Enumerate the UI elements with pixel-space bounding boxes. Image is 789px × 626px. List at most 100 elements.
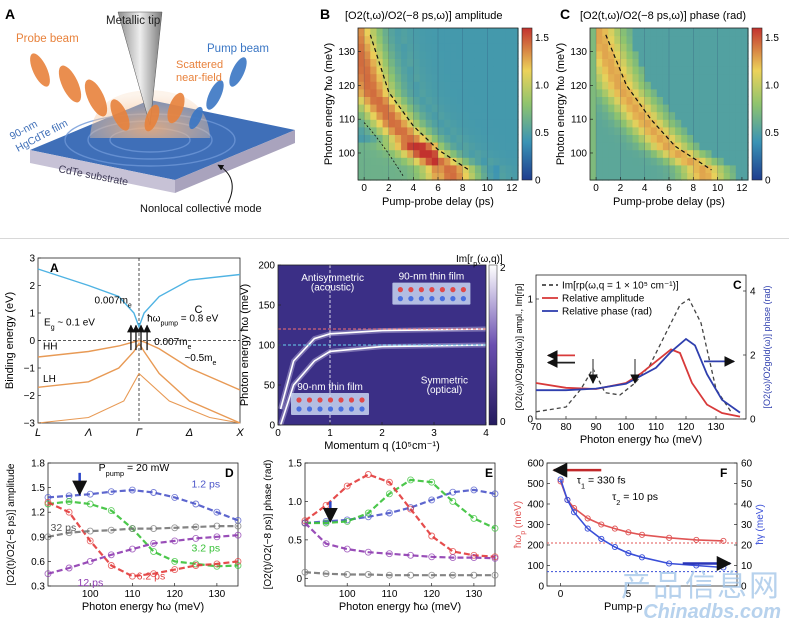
heatmap-cell (401, 119, 408, 128)
heatmap-cell (438, 28, 445, 37)
heatmap-cell (693, 142, 700, 151)
heatmap-cell (474, 58, 482, 67)
heatmap-cell (650, 96, 658, 105)
heatmap-cell (741, 149, 749, 158)
heatmap-cell (644, 149, 652, 158)
spectra-panel: C 70 80 90 100 110 120 130 0 1 0 2 4 Photon energy ħ… (514, 274, 772, 446)
heatmap-cell (413, 43, 421, 52)
heatmap-cell (511, 96, 519, 105)
heatmap-cell (693, 111, 700, 120)
heatmap-cell (650, 172, 658, 181)
heatmap-cell (669, 164, 676, 173)
heatmap-cell (711, 73, 719, 82)
heatmap-cell (450, 172, 458, 181)
delay-label: 1.2 ps (192, 479, 221, 491)
heatmap-cell (370, 81, 378, 90)
heatmap-cell (468, 81, 476, 90)
heatmap-cell (608, 96, 615, 105)
heatmap-cell (602, 50, 609, 59)
heatmap-cell (487, 142, 494, 151)
heatmap-cell (511, 157, 519, 166)
data-point (150, 489, 158, 496)
heatmap-cell (614, 73, 621, 82)
band-y-tick-label: −1 (24, 364, 36, 375)
film-charge (397, 287, 403, 293)
kinetic-point (584, 515, 591, 522)
heatmap-cell (431, 28, 439, 37)
data-point (65, 529, 73, 537)
kinetics-left-tick-label: 100 (527, 561, 544, 572)
kinetic-point (693, 536, 700, 543)
spectra-x-tick-label: 80 (560, 422, 572, 433)
heatmap-cell (662, 43, 670, 52)
heatmap-cell (662, 142, 670, 151)
heatmap-cell (376, 73, 384, 82)
data-point (213, 533, 221, 541)
film-charge (348, 406, 355, 412)
kinetic-point (598, 535, 605, 542)
heatmap-cell (656, 81, 664, 90)
heatmap-cell (614, 35, 621, 44)
heatmap-cell (675, 134, 682, 143)
film-charge (429, 296, 435, 302)
film-charge (317, 397, 323, 403)
heatmap-cell (662, 164, 670, 173)
heatmap-cell (699, 172, 707, 181)
heatmap-cell (444, 172, 451, 181)
dispersion-x-tick-label: 3 (431, 428, 437, 439)
data-point (470, 554, 478, 562)
heatmap-cell (481, 28, 488, 37)
heatmap-cell (626, 111, 634, 120)
kinetics-right-tick-label: 20 (741, 541, 753, 552)
heatmap-cell (741, 157, 749, 166)
heatmap-cell (687, 28, 694, 37)
scatter-xlabel: Photon energy ħω (meV) (339, 601, 461, 613)
heatmap-cell (505, 157, 513, 166)
heatmap-cell (602, 96, 609, 105)
heatmap-cell (638, 35, 646, 44)
kinetic-point (666, 560, 673, 567)
heatmap-cell (364, 28, 371, 37)
heatmap-cell (487, 28, 494, 37)
heatmap-x-tick-label: 8 (691, 183, 697, 194)
heatmap-cell (608, 50, 615, 59)
heatmap-cell (388, 126, 396, 135)
data-point (192, 523, 200, 531)
heatmap-cell (596, 88, 603, 97)
heatmap-cell (735, 88, 743, 97)
heatmap-cell (687, 50, 694, 59)
heatmap-cell (693, 50, 700, 59)
heatmap-cell (723, 104, 731, 113)
heatmap-cell (741, 119, 749, 128)
heatmap-cell (425, 142, 433, 151)
heatmap-cell (590, 88, 597, 97)
heatmap-cell (487, 126, 494, 135)
pump-power-label: Ppump = 20 mW (99, 462, 170, 478)
heatmap-cell (602, 172, 609, 181)
heatmap-cell (493, 58, 501, 67)
heatmap-cell (462, 142, 470, 151)
heatmap-cell (376, 58, 384, 67)
heatmap-cell (705, 73, 713, 82)
heatmap-cell (425, 134, 433, 143)
heatmap-cell (675, 172, 682, 181)
heatmap-cell (511, 58, 519, 67)
data-point (322, 501, 330, 509)
heatmap-cell (590, 81, 597, 90)
heatmap-cell (741, 172, 749, 181)
scatter-x-tick-label: 120 (166, 589, 183, 600)
heatmap-cell (493, 111, 501, 120)
heatmap-cell (419, 58, 427, 67)
band-x-tick-label: Δ (185, 427, 193, 439)
heatmap-cell (419, 134, 427, 143)
heatmap-cell (425, 66, 433, 75)
heatmap-cell (450, 96, 458, 105)
spectra-left-tick-label: 1 (527, 295, 533, 306)
heatmap-cell (638, 43, 646, 52)
heatmap-cell (669, 66, 676, 75)
scattered-label-1: Scattered (176, 59, 223, 71)
heatmap-cell (741, 142, 749, 151)
fit-curve-3.2-ps (47, 500, 239, 568)
data-point (44, 493, 52, 501)
heatmap-cell (413, 149, 421, 158)
